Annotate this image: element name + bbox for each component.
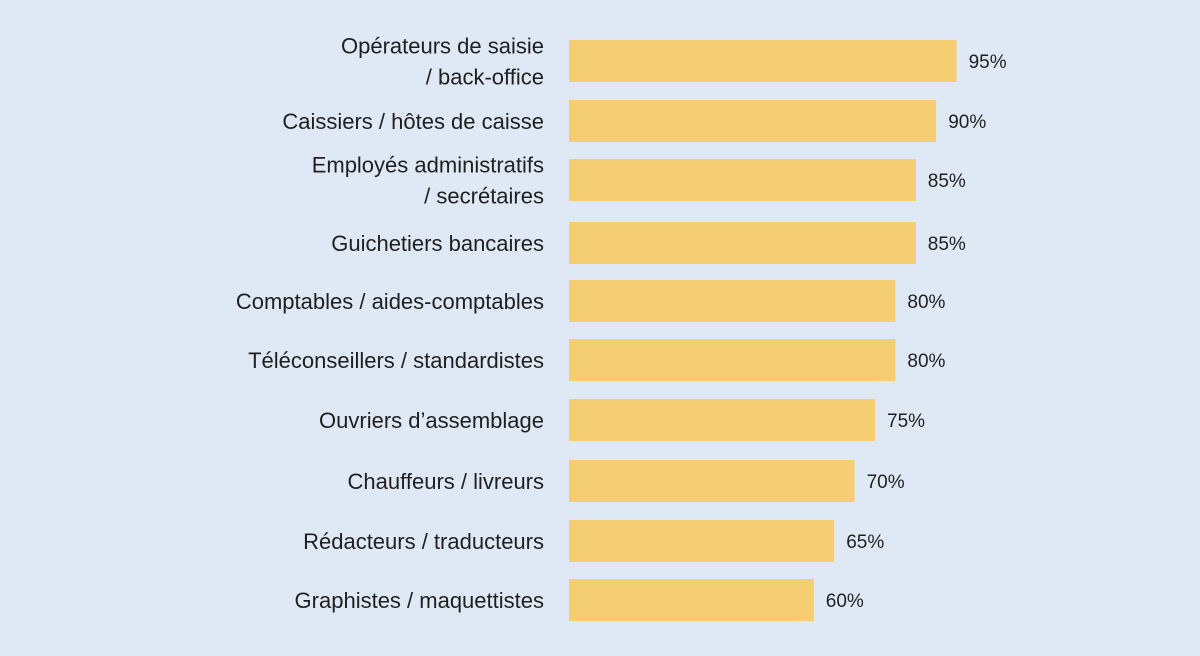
category-label: Ouvriers d’assemblage	[319, 408, 544, 433]
category-label: Chauffeurs / livreurs	[348, 469, 544, 494]
bar	[569, 222, 916, 264]
bars-group	[569, 40, 957, 621]
bar	[569, 520, 835, 562]
category-label: Caissiers / hôtes de caisse	[282, 109, 544, 134]
category-label: Employés administratifs / secrétaires	[312, 153, 544, 209]
category-label: Opérateurs de saisie / back-office	[341, 34, 544, 90]
category-label: Graphistes / maquettistes	[295, 588, 544, 613]
value-label: 65%	[846, 532, 884, 553]
value-label: 85%	[928, 171, 966, 192]
bar	[569, 159, 916, 201]
bar	[569, 579, 814, 621]
bar	[569, 460, 855, 502]
value-label: 95%	[969, 52, 1007, 73]
category-label: Téléconseillers / standardistes	[248, 348, 544, 373]
value-label: 80%	[907, 351, 945, 372]
value-label: 70%	[867, 472, 905, 493]
value-label: 80%	[907, 292, 945, 313]
category-labels-group: Opérateurs de saisie / back-office Caissie…	[236, 34, 544, 614]
bar	[569, 40, 957, 82]
category-label: Guichetiers bancaires	[331, 231, 544, 256]
category-label: Rédacteurs / traducteurs	[303, 529, 544, 554]
bar	[569, 399, 875, 441]
value-label: 60%	[826, 591, 864, 612]
bar	[569, 100, 937, 142]
value-label: 85%	[928, 234, 966, 255]
value-label: 75%	[887, 411, 925, 432]
category-label: Comptables / aides-comptables	[236, 289, 544, 314]
value-labels-group: 95% 90% 85% 85% 80% 80% 75% 70% 65% 60%	[826, 52, 1007, 612]
bar	[569, 280, 896, 322]
value-label: 90%	[948, 112, 986, 133]
bar	[569, 339, 896, 381]
